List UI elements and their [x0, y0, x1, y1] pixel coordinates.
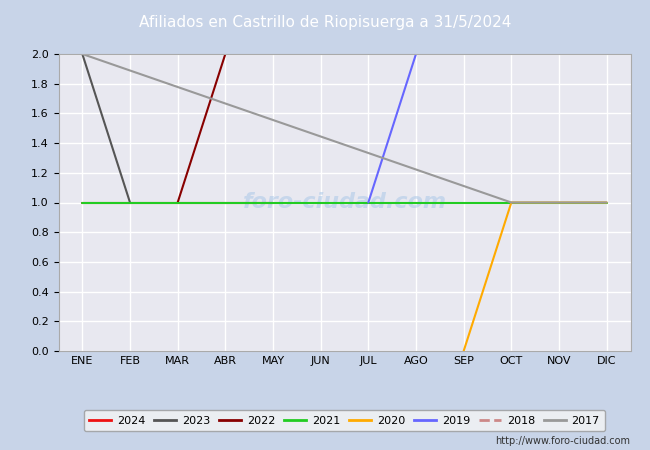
- Text: http://www.foro-ciudad.com: http://www.foro-ciudad.com: [495, 436, 630, 446]
- Legend: 2024, 2023, 2022, 2021, 2020, 2019, 2018, 2017: 2024, 2023, 2022, 2021, 2020, 2019, 2018…: [84, 410, 605, 431]
- Text: Afiliados en Castrillo de Riopisuerga a 31/5/2024: Afiliados en Castrillo de Riopisuerga a …: [139, 15, 511, 30]
- Text: foro-ciudad.com: foro-ciudad.com: [242, 193, 447, 212]
